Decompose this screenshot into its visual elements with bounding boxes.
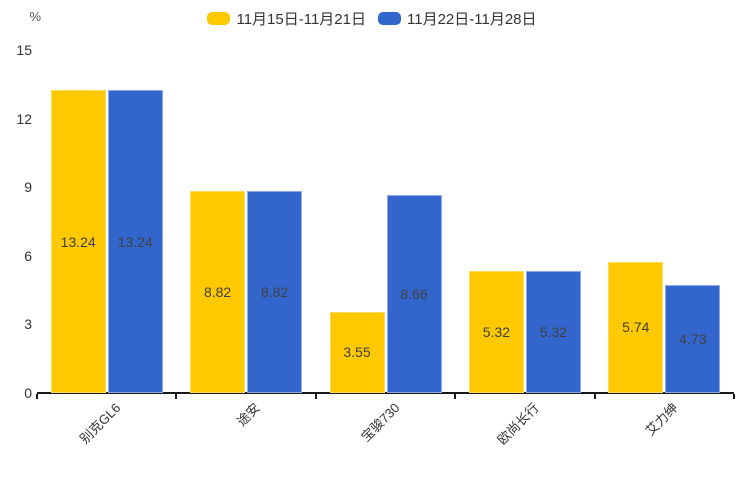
x-axis-tick: [314, 394, 317, 399]
bar-series1-途安: [247, 191, 303, 393]
legend-item-label: 11月15日-11月21日: [236, 11, 366, 28]
x-axis-tick: [175, 394, 178, 399]
x-axis-tick: [593, 394, 596, 399]
bar-value-label: 5.32: [539, 324, 568, 341]
bar-series0-宝骏730: [329, 311, 385, 393]
bar-series1-别克GL6: [107, 90, 163, 393]
bar-series0-途安: [190, 191, 246, 393]
bar-series0-欧尚长行: [468, 271, 524, 393]
x-axis-category-label: 别克GL6: [77, 400, 124, 447]
bar-value-label: 3.55: [343, 344, 371, 361]
bar-value-label: 4.73: [679, 330, 707, 347]
x-axis-category-label: 途安: [233, 400, 263, 430]
bar-value-label: 8.66: [400, 285, 428, 302]
bar-value-label: 8.82: [203, 284, 232, 301]
bar-series1-欧尚长行: [525, 271, 581, 393]
y-axis-tick-label: 12: [16, 110, 32, 127]
x-axis-tick: [36, 394, 38, 399]
legend: 11月15日-11月21日 11月22日-11月28日: [0, 8, 744, 29]
legend-item-label: 11月22日-11月28日: [407, 11, 537, 28]
y-axis-tick-label: 9: [24, 179, 32, 196]
legend-item-0[interactable]: 11月15日-11月21日: [207, 8, 366, 29]
x-axis-tick: [733, 394, 735, 399]
bar-series0-别克GL6: [50, 90, 106, 393]
legend-swatch: [378, 12, 401, 25]
x-axis-category-label: 宝骏730: [357, 400, 403, 445]
legend-swatch: [207, 12, 231, 25]
legend-item-1[interactable]: 11月22日-11月28日: [378, 8, 537, 29]
bar-value-label: 13.24: [60, 233, 96, 250]
bar-value-label: 5.74: [622, 319, 650, 336]
bar-series1-艾力绅: [665, 284, 721, 393]
bar-value-label: 8.82: [260, 284, 289, 301]
y-axis-tick-label: 0: [24, 385, 32, 401]
bar-value-label: 13.24: [117, 233, 153, 250]
y-axis-unit-label: %: [29, 9, 41, 24]
y-axis-tick-label: 6: [24, 247, 32, 264]
x-axis-line: [37, 392, 734, 394]
x-axis-category-label: 欧尚长行: [494, 400, 542, 448]
y-axis-tick-label: 3: [24, 316, 32, 333]
bar-series0-艾力绅: [608, 261, 664, 393]
y-axis-tick-label: 15: [16, 42, 32, 58]
x-axis-category-label: 艾力绅: [642, 400, 682, 439]
bar-series1-宝骏730: [386, 194, 442, 393]
x-axis-tick: [454, 394, 457, 399]
bar-value-label: 5.32: [482, 324, 511, 341]
